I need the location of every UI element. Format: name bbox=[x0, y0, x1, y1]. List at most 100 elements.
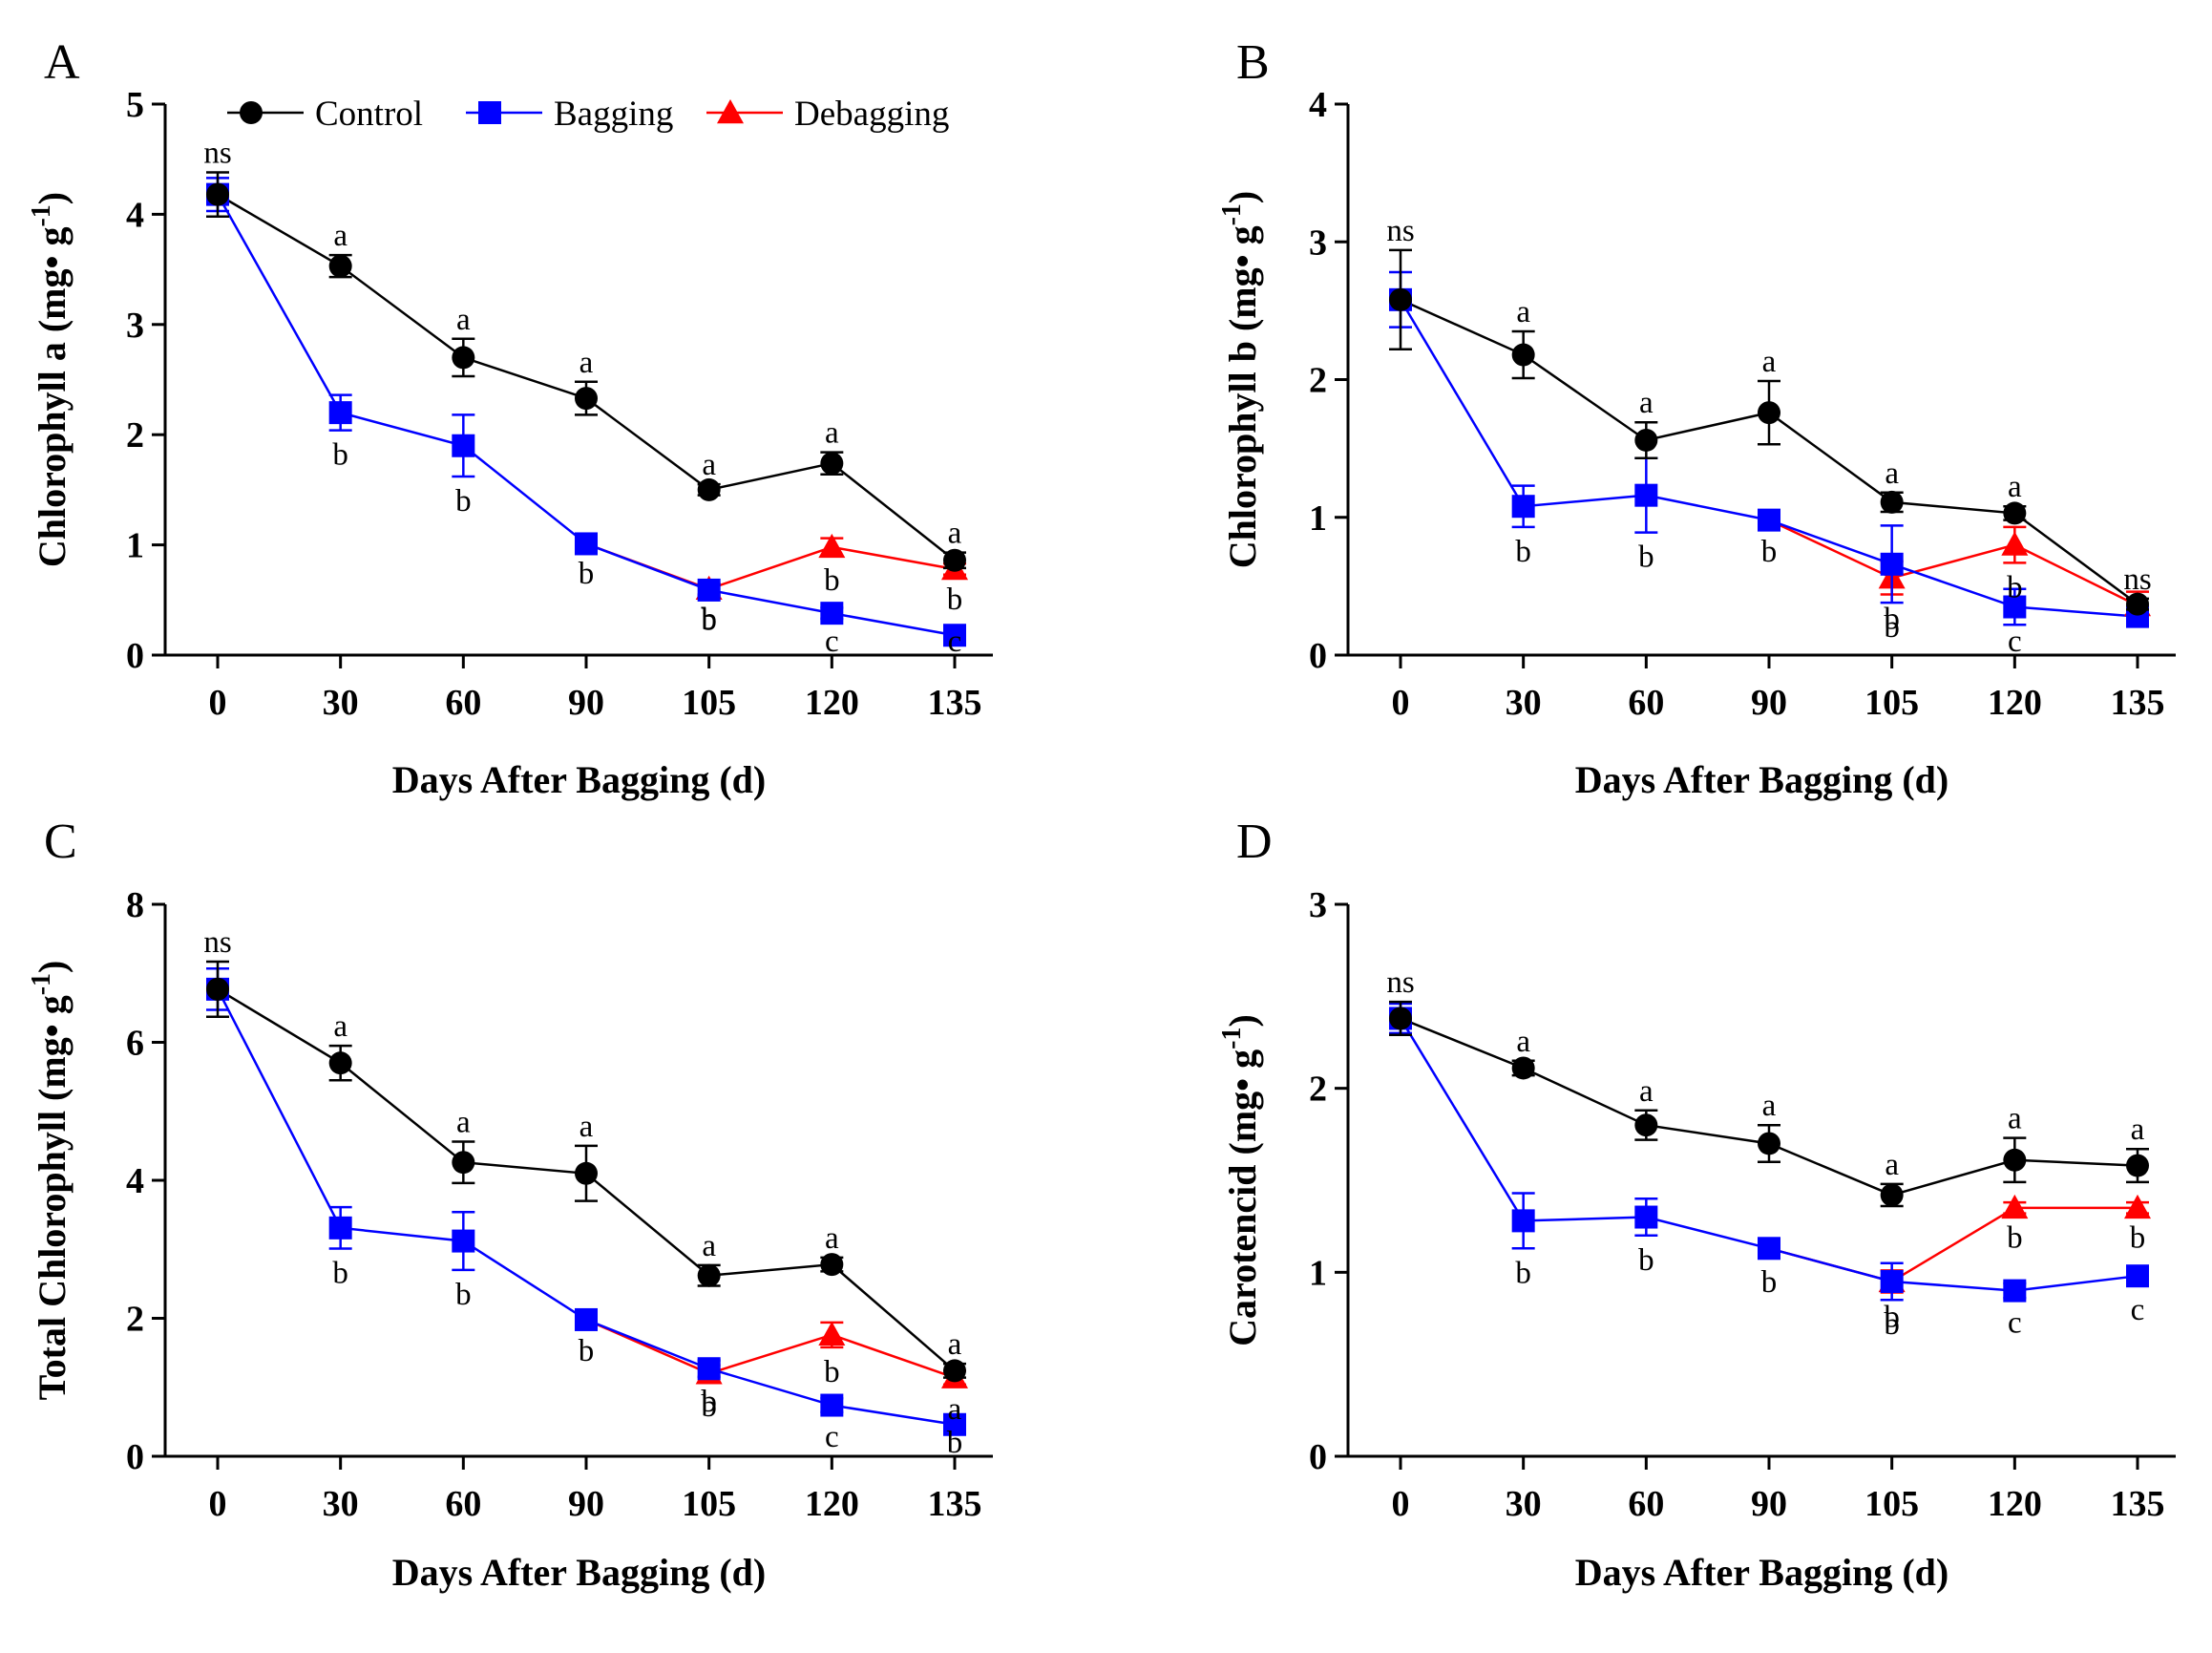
y-axis-title-close: ) bbox=[1221, 1014, 1264, 1027]
significance-label: b bbox=[1884, 610, 1900, 645]
panel-b: B 0 1 2 3 4 0 30 60 90 105 120 135 Days After Bagging… bbox=[1217, 35, 2176, 801]
y-tick-label: 2 bbox=[126, 1300, 144, 1340]
y-tick-label: 4 bbox=[1309, 85, 1327, 125]
significance-label: a bbox=[333, 219, 348, 253]
y-tick-label: 1 bbox=[1309, 1253, 1327, 1293]
point-control bbox=[1880, 1183, 1904, 1207]
significance-label: a bbox=[1639, 386, 1654, 420]
point-bagging bbox=[1758, 508, 1780, 532]
significance-label: a bbox=[1885, 456, 1899, 491]
y-axis-title-close: ) bbox=[1221, 191, 1264, 203]
point-control bbox=[206, 977, 229, 1001]
significance-label: b bbox=[579, 557, 595, 591]
significance-label: a bbox=[579, 346, 594, 380]
x-axis-title: Days After Bagging (d) bbox=[392, 758, 766, 801]
significance-label: b bbox=[947, 583, 963, 617]
significance-label: b bbox=[701, 1389, 717, 1424]
significance-label: c bbox=[948, 625, 962, 659]
significance-label: a bbox=[333, 1009, 348, 1044]
y-axis-title: Chlorophyll a (mg• g-1) bbox=[27, 192, 74, 567]
point-control bbox=[575, 1161, 598, 1185]
significance-label: b bbox=[701, 604, 717, 638]
series-line-debagging bbox=[585, 542, 956, 591]
point-control bbox=[328, 254, 352, 278]
x-tick-label: 105 bbox=[1864, 683, 1919, 723]
y-axis-title-sup: -1 bbox=[27, 973, 56, 995]
point-control bbox=[1634, 428, 1658, 452]
y-tick-label: 0 bbox=[126, 1437, 144, 1477]
significance-label: ns bbox=[1386, 214, 1414, 248]
point-bagging bbox=[1511, 495, 1535, 519]
point-control bbox=[452, 1151, 475, 1175]
significance-label: ns bbox=[203, 925, 231, 960]
y-tick-label: 0 bbox=[1309, 1437, 1327, 1477]
point-control bbox=[452, 346, 475, 370]
x-tick-label: 120 bbox=[1988, 683, 2042, 723]
point-bagging bbox=[452, 434, 475, 457]
significance-label: ns bbox=[2123, 562, 2151, 597]
x-tick-label: 105 bbox=[682, 1484, 736, 1524]
y-tick-label: 6 bbox=[126, 1024, 144, 1064]
significance-label: b bbox=[1638, 1243, 1654, 1278]
y-tick-label: 1 bbox=[126, 526, 144, 566]
point-bagging bbox=[820, 602, 844, 625]
x-tick-label: 60 bbox=[445, 683, 481, 723]
panel-letter: B bbox=[1236, 35, 1270, 90]
significance-label: b bbox=[455, 1278, 472, 1312]
y-axis-title-text: Total Chlorophyll (mg• g bbox=[31, 995, 74, 1400]
significance-label: a bbox=[456, 303, 471, 337]
point-bagging bbox=[697, 578, 721, 602]
significance-label: b bbox=[2007, 570, 2023, 604]
legend-marker-debagging bbox=[717, 99, 744, 124]
significance-label: a bbox=[456, 1106, 471, 1140]
significance-label: a bbox=[702, 448, 716, 482]
significance-label: a bbox=[1516, 1025, 1530, 1059]
x-tick-label: 0 bbox=[1392, 1484, 1410, 1524]
significance-label: a bbox=[948, 1327, 962, 1362]
point-debagging bbox=[818, 533, 846, 559]
y-tick-label: 0 bbox=[126, 636, 144, 676]
significance-label: b bbox=[701, 603, 717, 637]
significance-label: b bbox=[1884, 603, 1900, 637]
legend: Control Bagging Debagging bbox=[227, 95, 949, 134]
panel-c: C 0 2 4 6 8 0 30 60 90 105 120 135 Days After Bagging… bbox=[27, 815, 993, 1594]
x-tick-label: 90 bbox=[1751, 683, 1787, 723]
significance-label: a bbox=[579, 1110, 594, 1144]
legend-marker-bagging bbox=[478, 101, 501, 124]
y-axis-title-text: Chlorophyll a (mg• g bbox=[31, 227, 74, 568]
point-debagging bbox=[818, 1321, 846, 1346]
legend-label-debagging: Debagging bbox=[794, 95, 949, 134]
y-tick-label: 3 bbox=[1309, 885, 1327, 925]
point-bagging bbox=[820, 1393, 844, 1417]
panel-letter: C bbox=[44, 815, 77, 869]
x-tick-label: 60 bbox=[1628, 1484, 1664, 1524]
significance-label: b bbox=[824, 563, 840, 598]
x-tick-label: 0 bbox=[209, 1484, 227, 1524]
y-axis-title: Chlorophyll b (mg• g-1) bbox=[1217, 191, 1264, 569]
point-bagging bbox=[2003, 1279, 2027, 1303]
point-bagging bbox=[1634, 1205, 1658, 1229]
x-tick-label: 30 bbox=[1506, 683, 1542, 723]
y-tick-label: 3 bbox=[126, 306, 144, 346]
significance-label: b bbox=[1761, 535, 1778, 569]
significance-label: a bbox=[702, 1229, 716, 1263]
x-tick-label: 105 bbox=[682, 683, 736, 723]
point-control bbox=[1511, 1056, 1535, 1080]
significance-label: c bbox=[825, 1420, 839, 1454]
significance-label: a bbox=[1885, 1148, 1899, 1182]
significance-label: b bbox=[1638, 540, 1654, 575]
point-bagging bbox=[1511, 1209, 1535, 1233]
significance-label: b bbox=[455, 484, 472, 519]
x-tick-label: 30 bbox=[323, 683, 359, 723]
point-control bbox=[943, 1359, 966, 1383]
point-control bbox=[697, 477, 721, 501]
point-control bbox=[1389, 287, 1412, 311]
significance-label: b bbox=[1884, 1301, 1900, 1335]
x-tick-label: 30 bbox=[323, 1484, 359, 1524]
point-bagging bbox=[1880, 1269, 1904, 1293]
legend-marker-control bbox=[240, 101, 263, 124]
point-control bbox=[1511, 343, 1535, 367]
significance-label: a bbox=[1516, 295, 1530, 329]
